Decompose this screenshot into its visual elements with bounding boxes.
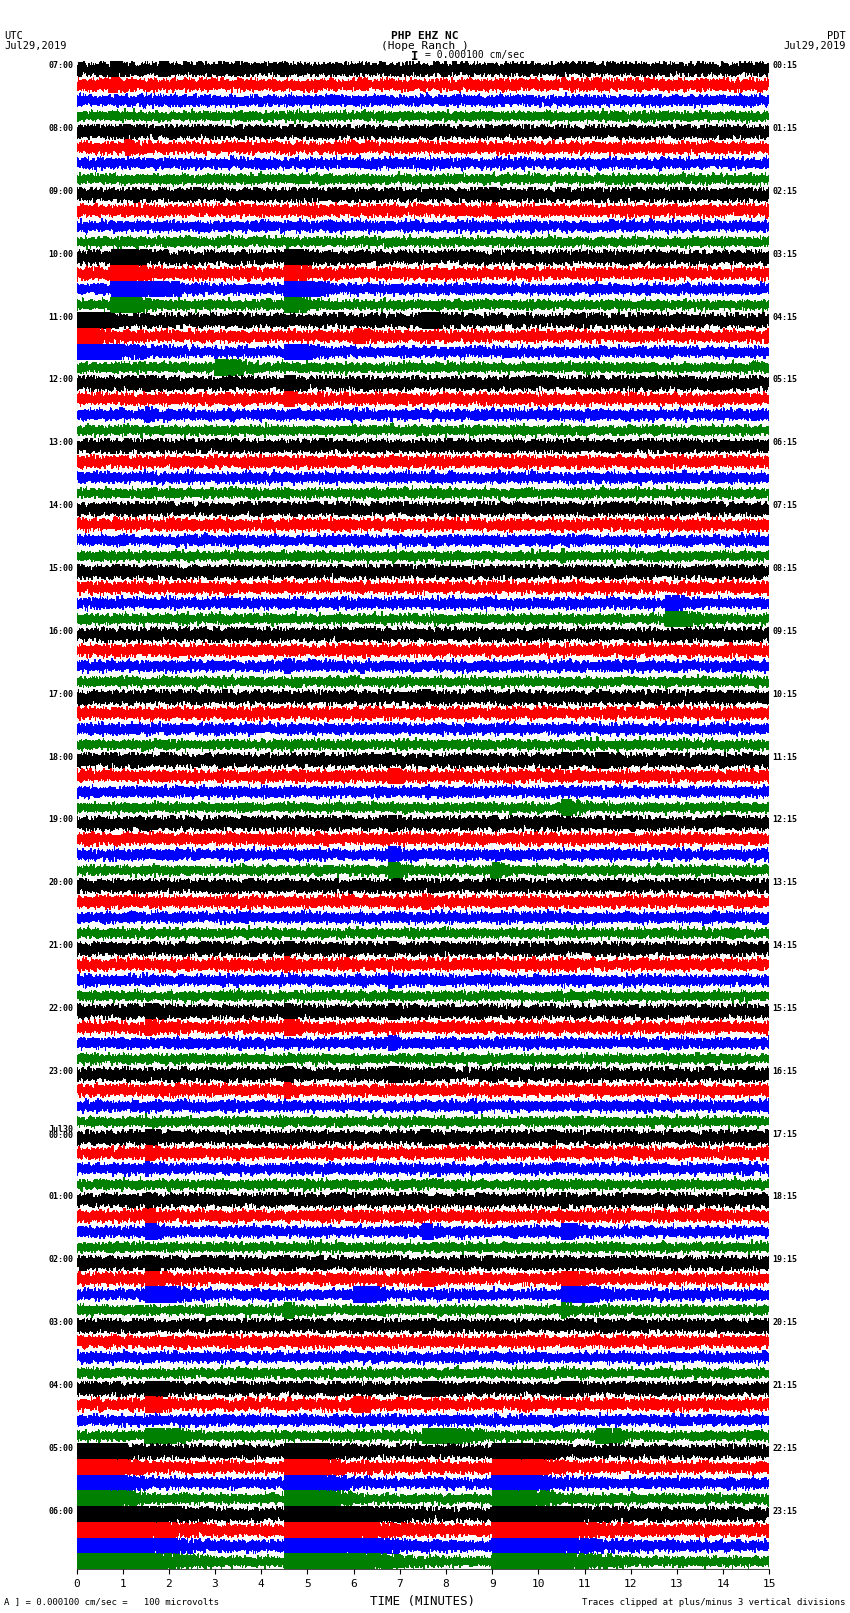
Text: 21:15: 21:15 — [773, 1381, 797, 1390]
Text: 15:15: 15:15 — [773, 1003, 797, 1013]
Text: Jul29,2019: Jul29,2019 — [783, 40, 846, 52]
Text: (Hope Ranch ): (Hope Ranch ) — [381, 40, 469, 52]
Text: 10:15: 10:15 — [773, 690, 797, 698]
Text: 16:00: 16:00 — [48, 627, 73, 636]
Text: 08:00: 08:00 — [48, 124, 73, 134]
Text: 19:15: 19:15 — [773, 1255, 797, 1265]
Text: UTC: UTC — [4, 31, 23, 42]
Text: 12:00: 12:00 — [48, 376, 73, 384]
Text: 23:15: 23:15 — [773, 1507, 797, 1516]
Text: 04:15: 04:15 — [773, 313, 797, 321]
Text: 17:00: 17:00 — [48, 690, 73, 698]
X-axis label: TIME (MINUTES): TIME (MINUTES) — [371, 1595, 475, 1608]
Text: 20:15: 20:15 — [773, 1318, 797, 1327]
Text: I: I — [411, 50, 418, 63]
Text: 21:00: 21:00 — [48, 940, 73, 950]
Text: PDT: PDT — [827, 31, 846, 42]
Text: 10:00: 10:00 — [48, 250, 73, 258]
Text: 23:00: 23:00 — [48, 1066, 73, 1076]
Text: 03:00: 03:00 — [48, 1318, 73, 1327]
Text: A ] = 0.000100 cm/sec =   100 microvolts: A ] = 0.000100 cm/sec = 100 microvolts — [4, 1597, 219, 1607]
Text: 00:15: 00:15 — [773, 61, 797, 71]
Text: = 0.000100 cm/sec: = 0.000100 cm/sec — [425, 50, 524, 60]
Text: 07:00: 07:00 — [48, 61, 73, 71]
Text: Jul30: Jul30 — [48, 1124, 73, 1134]
Text: 02:15: 02:15 — [773, 187, 797, 195]
Text: 09:00: 09:00 — [48, 187, 73, 195]
Text: 03:15: 03:15 — [773, 250, 797, 258]
Text: 12:15: 12:15 — [773, 816, 797, 824]
Text: 14:15: 14:15 — [773, 940, 797, 950]
Text: 18:00: 18:00 — [48, 753, 73, 761]
Text: 11:00: 11:00 — [48, 313, 73, 321]
Text: 01:00: 01:00 — [48, 1192, 73, 1202]
Text: 15:00: 15:00 — [48, 565, 73, 573]
Text: 13:15: 13:15 — [773, 877, 797, 887]
Text: PHP EHZ NC: PHP EHZ NC — [391, 31, 459, 42]
Text: 04:00: 04:00 — [48, 1381, 73, 1390]
Text: 06:15: 06:15 — [773, 439, 797, 447]
Text: 11:15: 11:15 — [773, 753, 797, 761]
Text: 20:00: 20:00 — [48, 877, 73, 887]
Text: 18:15: 18:15 — [773, 1192, 797, 1202]
Text: 09:15: 09:15 — [773, 627, 797, 636]
Text: 00:00: 00:00 — [48, 1131, 73, 1140]
Text: 19:00: 19:00 — [48, 816, 73, 824]
Text: 22:15: 22:15 — [773, 1444, 797, 1453]
Text: Traces clipped at plus/minus 3 vertical divisions: Traces clipped at plus/minus 3 vertical … — [582, 1597, 846, 1607]
Text: 17:15: 17:15 — [773, 1129, 797, 1139]
Text: 05:15: 05:15 — [773, 376, 797, 384]
Text: 14:00: 14:00 — [48, 502, 73, 510]
Text: 05:00: 05:00 — [48, 1444, 73, 1453]
Text: Jul29,2019: Jul29,2019 — [4, 40, 67, 52]
Text: 16:15: 16:15 — [773, 1066, 797, 1076]
Text: 07:15: 07:15 — [773, 502, 797, 510]
Text: 08:15: 08:15 — [773, 565, 797, 573]
Text: 02:00: 02:00 — [48, 1255, 73, 1265]
Text: 22:00: 22:00 — [48, 1003, 73, 1013]
Text: 06:00: 06:00 — [48, 1507, 73, 1516]
Text: 13:00: 13:00 — [48, 439, 73, 447]
Text: 01:15: 01:15 — [773, 124, 797, 134]
